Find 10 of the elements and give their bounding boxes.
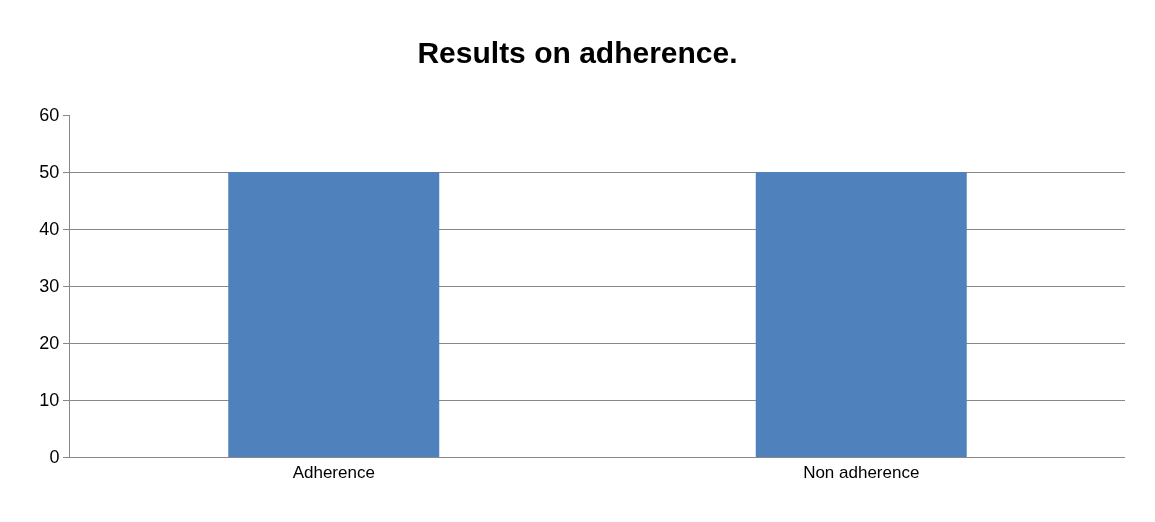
y-tick-label: 50 xyxy=(39,162,60,183)
y-tick-label: 30 xyxy=(39,276,60,297)
y-tick-label: 60 xyxy=(39,105,60,126)
x-tick-label: Non adherence xyxy=(803,463,920,483)
y-tick-label: 20 xyxy=(39,333,60,354)
y-tick-label: 10 xyxy=(39,390,60,411)
x-tick-label: Adherence xyxy=(292,463,375,483)
chart-title: Results on adherence. xyxy=(417,35,738,69)
y-tick-label: 40 xyxy=(39,219,60,240)
y-tick-label: 0 xyxy=(49,447,60,468)
